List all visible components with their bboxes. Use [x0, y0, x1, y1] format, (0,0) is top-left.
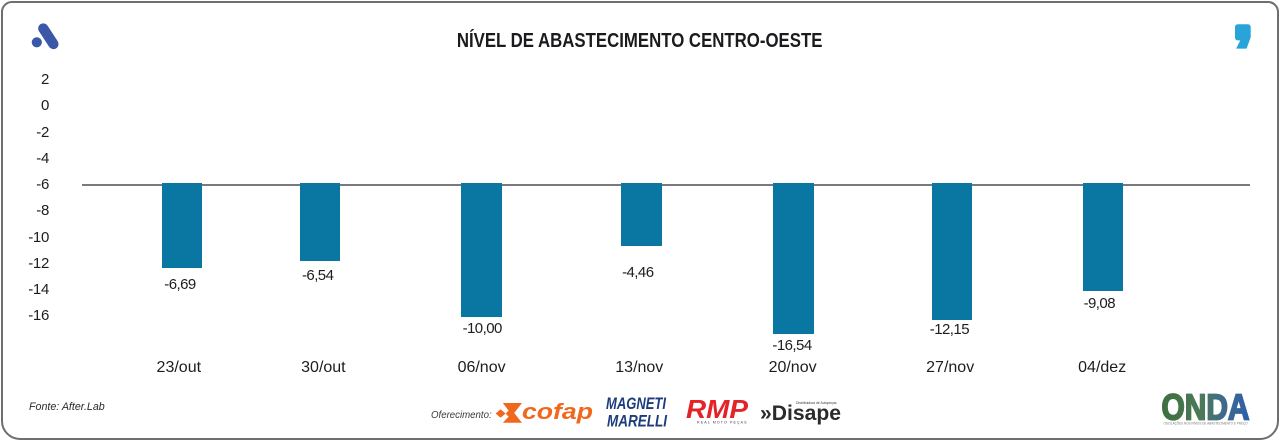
svg-text:»Disape: »Disape — [760, 402, 841, 425]
svg-text:RMP: RMP — [686, 398, 749, 424]
svg-text:cofap: cofap — [522, 402, 593, 424]
svg-text:OSCILAÇÕES NOS NÍVEIS DE ABAST: OSCILAÇÕES NOS NÍVEIS DE ABASTECIMENTO E… — [1164, 421, 1248, 426]
svg-text:ONDA: ONDA — [1162, 392, 1250, 426]
svg-text:Distribuidora de Autopeças: Distribuidora de Autopeças — [796, 401, 837, 405]
svg-text:MARELLI: MARELLI — [607, 413, 667, 430]
svg-text:REAL MOTO PEÇAS: REAL MOTO PEÇAS — [697, 420, 748, 424]
svg-text:MAGNETI: MAGNETI — [606, 395, 666, 413]
